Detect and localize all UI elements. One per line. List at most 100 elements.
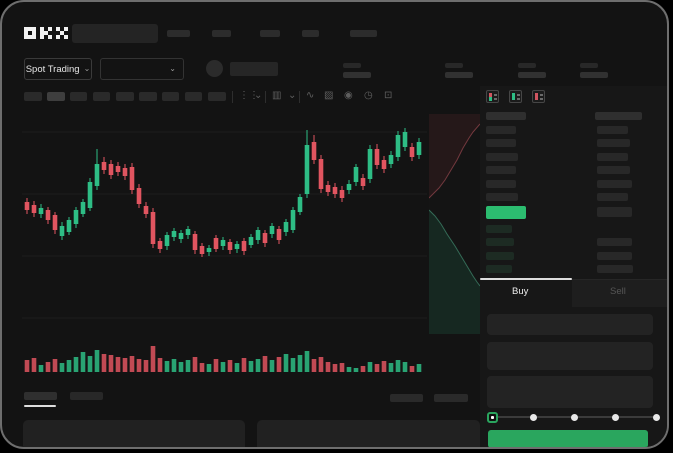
bottom-action-2[interactable] (434, 394, 468, 402)
slider-stop-50pct[interactable] (571, 414, 578, 421)
stat-label-3 (518, 63, 536, 68)
slider-stop-100pct[interactable] (653, 414, 660, 421)
bid-row-amount[interactable] (597, 265, 633, 274)
nav-item-4[interactable] (302, 30, 319, 37)
chevron-down-icon: ⌄ (169, 64, 176, 73)
volume-chart[interactable] (22, 340, 427, 374)
tabs-divider (480, 279, 667, 280)
stat-value-1 (343, 72, 371, 78)
slider-handle[interactable] (487, 412, 498, 423)
okx-logo[interactable] (24, 26, 68, 40)
market-type-selector[interactable]: Spot Trading ⌄ (24, 58, 92, 80)
bid-row-price[interactable] (486, 225, 512, 233)
ask-row-amount[interactable] (597, 193, 628, 201)
slider-handle-dot (491, 416, 494, 419)
ask-row-amount[interactable] (597, 152, 628, 161)
depth-chart[interactable] (428, 114, 481, 334)
ask-row-price[interactable] (486, 126, 516, 134)
search-input[interactable] (72, 24, 158, 43)
ask-row-price[interactable] (486, 152, 518, 161)
toolbar-divider (265, 91, 266, 103)
price-field[interactable] (487, 314, 653, 335)
stat-value-2 (445, 72, 473, 78)
chevron-down-icon[interactable]: ⌄ (254, 90, 263, 101)
bid-row-price[interactable] (486, 251, 514, 260)
nav-item-5[interactable] (350, 30, 377, 37)
ask-row-amount[interactable] (597, 179, 632, 188)
nav-item-3[interactable] (260, 30, 280, 37)
interval-button-7[interactable] (162, 92, 179, 101)
order-book-panel: Buy Sell (480, 86, 667, 447)
bottom-tab-order-history[interactable] (70, 392, 103, 400)
chevron-down-icon: ⌄ (83, 64, 91, 73)
tab-sell[interactable] (572, 280, 667, 307)
bid-row-price[interactable] (486, 238, 514, 247)
stat-label-2 (445, 63, 463, 68)
icon-line (540, 94, 543, 96)
orderbook-header-left (486, 112, 526, 120)
bottom-active-tab-indicator (24, 405, 56, 407)
tab-buy[interactable]: Buy (512, 286, 529, 297)
interval-button-6[interactable] (139, 92, 157, 101)
stat-value-4 (580, 72, 608, 78)
amount-field[interactable] (487, 342, 653, 370)
buy-submit-button[interactable] (488, 430, 648, 447)
tab-sell-label[interactable]: Sell (610, 286, 626, 297)
total-field[interactable] (487, 376, 653, 408)
bid-row-amount[interactable] (597, 238, 632, 247)
stat-label-1 (343, 63, 361, 68)
nav-item-1[interactable] (167, 30, 190, 37)
ask-row-price[interactable] (486, 139, 516, 148)
green-strip (512, 93, 515, 100)
fullscreen-icon[interactable]: ⊡ (384, 90, 393, 101)
pair-dropdown[interactable]: ⌄ (100, 58, 184, 80)
market-type-label: Spot Trading (25, 63, 80, 75)
book-combined-icon[interactable] (486, 90, 499, 103)
slider-stop-25pct[interactable] (530, 414, 537, 421)
bids-strip (489, 97, 492, 101)
toolbar-divider (299, 91, 300, 103)
interval-button-5[interactable] (116, 92, 134, 101)
book-asks-icon[interactable] (532, 90, 545, 103)
interval-button-9[interactable] (208, 92, 226, 101)
clock-icon[interactable]: ◷ (364, 90, 373, 101)
bid-row-amount[interactable] (597, 251, 632, 260)
last-price-amount (597, 207, 632, 217)
icon-line (517, 98, 520, 100)
candlestick-chart[interactable] (22, 114, 427, 334)
icon-line (517, 94, 520, 96)
bottom-panel-right (257, 420, 480, 447)
orderbook-header-right (595, 112, 642, 120)
ask-row-amount[interactable] (597, 139, 630, 148)
nav-item-2[interactable] (212, 30, 231, 37)
red-strip (535, 93, 538, 100)
interval-button-8[interactable] (185, 92, 202, 101)
camera-icon[interactable]: ◉ (344, 90, 353, 101)
ask-row-amount[interactable] (597, 166, 630, 175)
icon-line (540, 98, 543, 100)
book-bids-icon[interactable] (509, 90, 522, 103)
indicator-icon[interactable]: ▥ (272, 90, 282, 101)
pair-name-placeholder (230, 62, 278, 76)
ask-row-price[interactable] (486, 179, 516, 188)
compare-icon[interactable]: ▨ (324, 90, 334, 101)
bottom-tab-open-orders[interactable] (24, 392, 57, 400)
toolbar-divider (232, 91, 233, 103)
slider-stop-75pct[interactable] (612, 414, 619, 421)
line-chart-icon[interactable]: ∿ (306, 90, 315, 101)
bottom-panel-left (23, 420, 245, 447)
bottom-action-1[interactable] (390, 394, 423, 402)
interval-button-2[interactable] (47, 92, 65, 101)
interval-button-3[interactable] (70, 92, 87, 101)
bid-row-price[interactable] (486, 265, 512, 274)
ask-row-amount[interactable] (597, 126, 628, 134)
interval-button-1[interactable] (24, 92, 42, 101)
candle-style-icon[interactable]: ⋮⋮ (239, 90, 259, 101)
interval-button-4[interactable] (93, 92, 110, 101)
ask-row-price[interactable] (486, 166, 516, 175)
coin-avatar[interactable] (206, 60, 223, 77)
ask-row-price[interactable] (486, 193, 518, 201)
last-price-pill[interactable] (486, 206, 526, 219)
chevron-down-icon-2[interactable]: ⌄ (288, 90, 297, 101)
